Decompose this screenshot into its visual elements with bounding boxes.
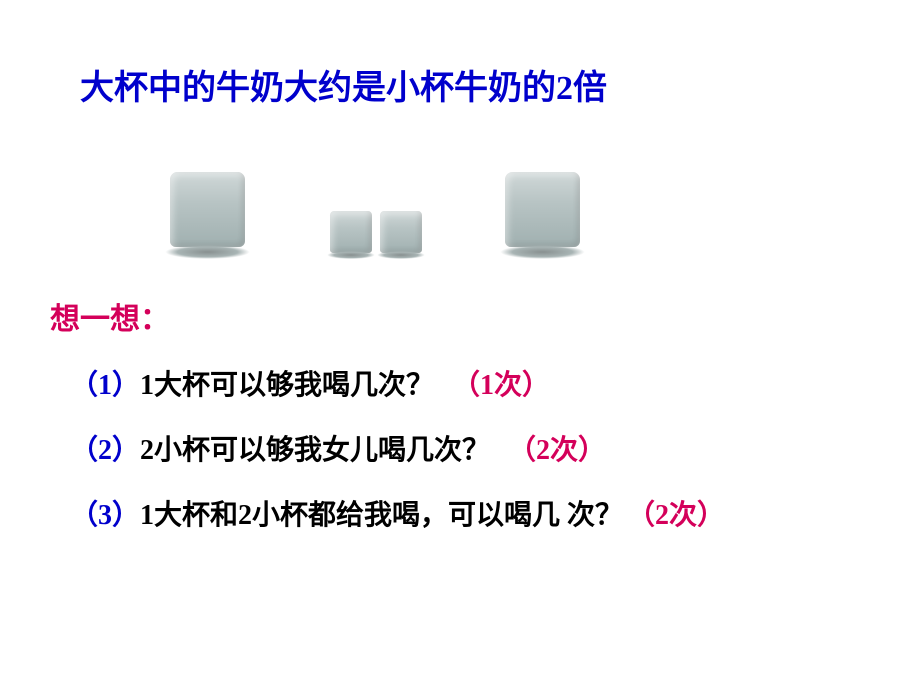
cups-illustration xyxy=(170,139,870,259)
think-label: 想一想： xyxy=(50,294,870,338)
cup-large-right xyxy=(505,172,585,259)
question-3-num: （3） xyxy=(70,493,140,533)
question-1-num: （1） xyxy=(70,363,140,403)
question-2-num: （2） xyxy=(70,428,140,468)
cup-large-left xyxy=(170,172,250,259)
question-1-text: 1大杯可以够我喝几次？ xyxy=(140,363,434,403)
cup-small-pair xyxy=(330,211,425,259)
cup-small-1 xyxy=(330,211,375,259)
question-2: （2） 2小杯可以够我女儿喝几次？ （2次） xyxy=(70,428,870,468)
question-3-answer: （2次） xyxy=(627,493,725,533)
question-1-answer: （1次） xyxy=(452,363,550,403)
question-2-answer: （2次） xyxy=(508,428,606,468)
question-1: （1） 1大杯可以够我喝几次？ （1次） xyxy=(70,363,870,403)
cup-small-2 xyxy=(380,211,425,259)
slide-title: 大杯中的牛奶大约是小杯牛奶的2倍 xyxy=(80,60,870,109)
question-3: （3） 1大杯和2小杯都给我喝，可以喝几 次？ （2次） xyxy=(70,493,870,533)
question-3-text: 1大杯和2小杯都给我喝，可以喝几 次？ xyxy=(140,493,623,533)
question-2-text: 2小杯可以够我女儿喝几次？ xyxy=(140,428,490,468)
